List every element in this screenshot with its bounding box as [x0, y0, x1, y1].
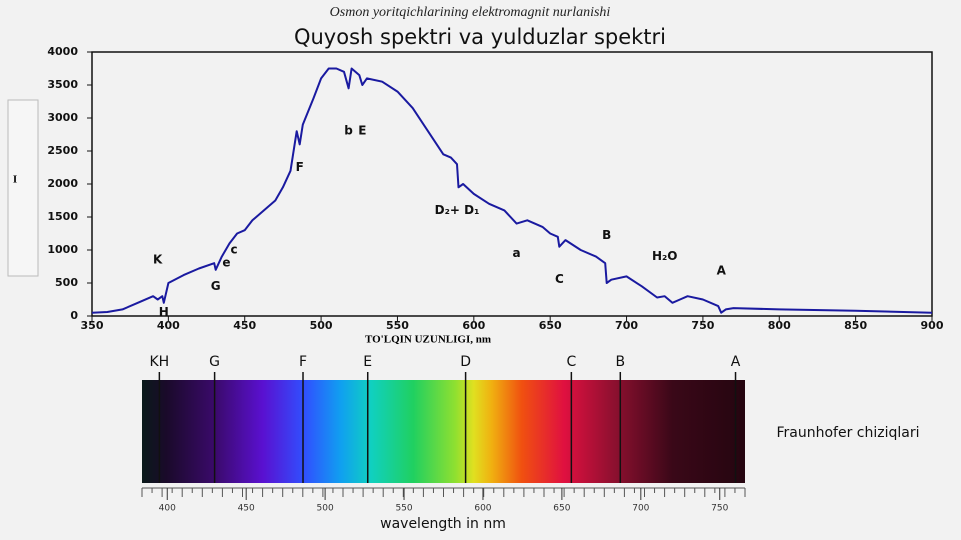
line-label: A: [731, 354, 741, 370]
line-label: G: [209, 354, 220, 370]
annotation: c: [230, 243, 237, 257]
annotation: A: [717, 264, 727, 278]
x-tick-label: 800: [768, 319, 791, 332]
x-tick-label: 750: [691, 319, 714, 332]
spectrum-x-label: wavelength in nm: [380, 516, 506, 532]
annotation: a: [513, 246, 521, 260]
x-tick-label: 400: [159, 504, 176, 514]
y-tick-label: 4000: [47, 45, 78, 58]
y-tick-label: 2000: [47, 177, 78, 190]
x-tick-label: 650: [553, 504, 570, 514]
line-label: C: [566, 354, 576, 370]
x-tick-label: 550: [386, 319, 409, 332]
x-tick-label: 850: [844, 319, 867, 332]
line-label: E: [363, 354, 372, 370]
x-axis-label: TO'LQIN UZUNLIGI, nm: [365, 334, 491, 346]
annotation: H: [159, 305, 169, 319]
x-tick-label: 650: [539, 319, 562, 332]
spectrum-curve: [91, 67, 933, 314]
annotation: e: [222, 256, 230, 270]
line-label: F: [299, 354, 307, 370]
x-tick-label: 900: [921, 319, 944, 332]
x-tick-label: 700: [632, 504, 649, 514]
x-tick-label: 450: [238, 504, 255, 514]
line-label: D: [460, 354, 471, 370]
x-tick-label: 550: [395, 504, 412, 514]
y-tick-label: 0: [70, 309, 78, 322]
annotation: F: [296, 160, 304, 174]
x-tick-label: 700: [615, 319, 638, 332]
y-tick-label: 1000: [47, 243, 78, 256]
title: Quyosh spektri va yulduzlar spektri: [294, 25, 666, 49]
y-label-box: [7, 99, 39, 277]
x-tick-label: 500: [317, 504, 334, 514]
annotation: B: [602, 228, 611, 242]
y-tick-label: 2500: [47, 144, 78, 157]
annotation: H₂O: [652, 249, 678, 263]
spectrum-band: [142, 380, 745, 483]
line-label: B: [615, 354, 625, 370]
annotation: K: [153, 252, 163, 266]
subtitle: Osmon yoritqichlarining elektromagnit nu…: [330, 5, 611, 20]
line-label: KH: [150, 354, 170, 370]
y-tick-label: 1500: [47, 210, 78, 223]
y-tick-label: 3000: [47, 111, 78, 124]
x-tick-label: 600: [462, 319, 485, 332]
x-tick-label: 500: [310, 319, 333, 332]
y-tick-label: 500: [55, 276, 78, 289]
annotation: b: [344, 124, 353, 138]
x-tick-label: 400: [157, 319, 180, 332]
x-tick-label: 450: [233, 319, 256, 332]
annotation: D₂+ D₁: [435, 203, 480, 217]
x-tick-label: 750: [711, 504, 728, 514]
x-tick-label: 600: [474, 504, 491, 514]
y-tick-label: 3500: [47, 78, 78, 91]
annotation: E: [358, 124, 366, 138]
x-tick-label: 350: [81, 319, 104, 332]
annotation: G: [211, 279, 221, 293]
caption: Fraunhofer chiziqlari: [776, 425, 919, 441]
y-axis-label: I: [13, 174, 17, 186]
annotation: C: [555, 272, 564, 286]
